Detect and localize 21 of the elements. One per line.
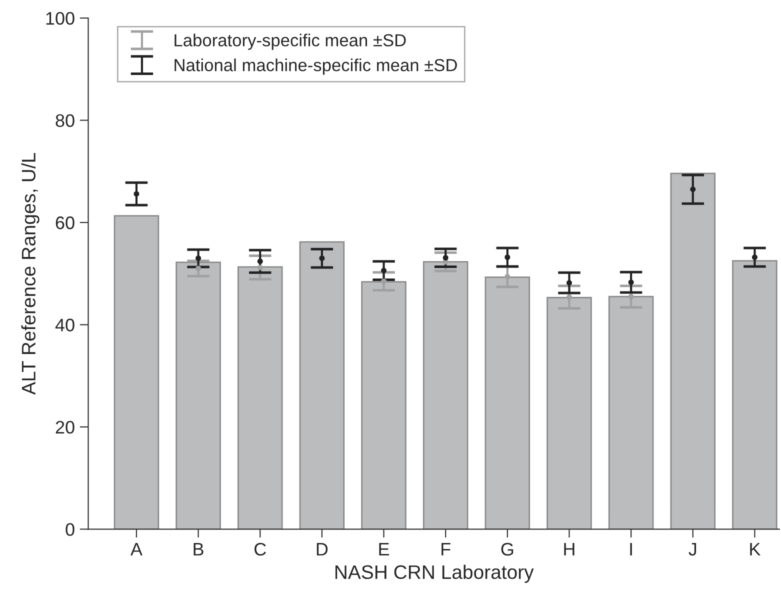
legend-label: National machine-specific mean ±SD <box>174 58 457 75</box>
x-tick-label: J <box>688 543 696 556</box>
y-tick-label: 100 <box>46 12 74 25</box>
y-tick-label: 80 <box>56 114 74 127</box>
legend-label: Laboratory-specific mean ±SD <box>174 34 406 50</box>
x-tick-label: D <box>316 543 328 556</box>
x-tick-label: A <box>130 543 142 556</box>
x-tick-label: B <box>194 543 204 556</box>
x-tick-label: H <box>564 543 574 556</box>
y-tick-label: 60 <box>56 216 74 230</box>
x-tick-label: G <box>501 542 514 556</box>
y-tick-label: 0 <box>66 523 74 536</box>
x-tick-label: I <box>630 543 632 556</box>
x-tick-label: K <box>750 543 761 556</box>
x-tick-label: E <box>379 543 390 556</box>
y-axis-title: ALT Reference Ranges, U/L <box>21 153 40 395</box>
x-axis-title: NASH CRN Laboratory <box>335 564 534 583</box>
y-tick-label: 20 <box>56 420 74 434</box>
x-tick-label: C <box>254 542 266 556</box>
x-tick-label: F <box>442 543 450 556</box>
y-tick-label: 40 <box>55 318 74 332</box>
